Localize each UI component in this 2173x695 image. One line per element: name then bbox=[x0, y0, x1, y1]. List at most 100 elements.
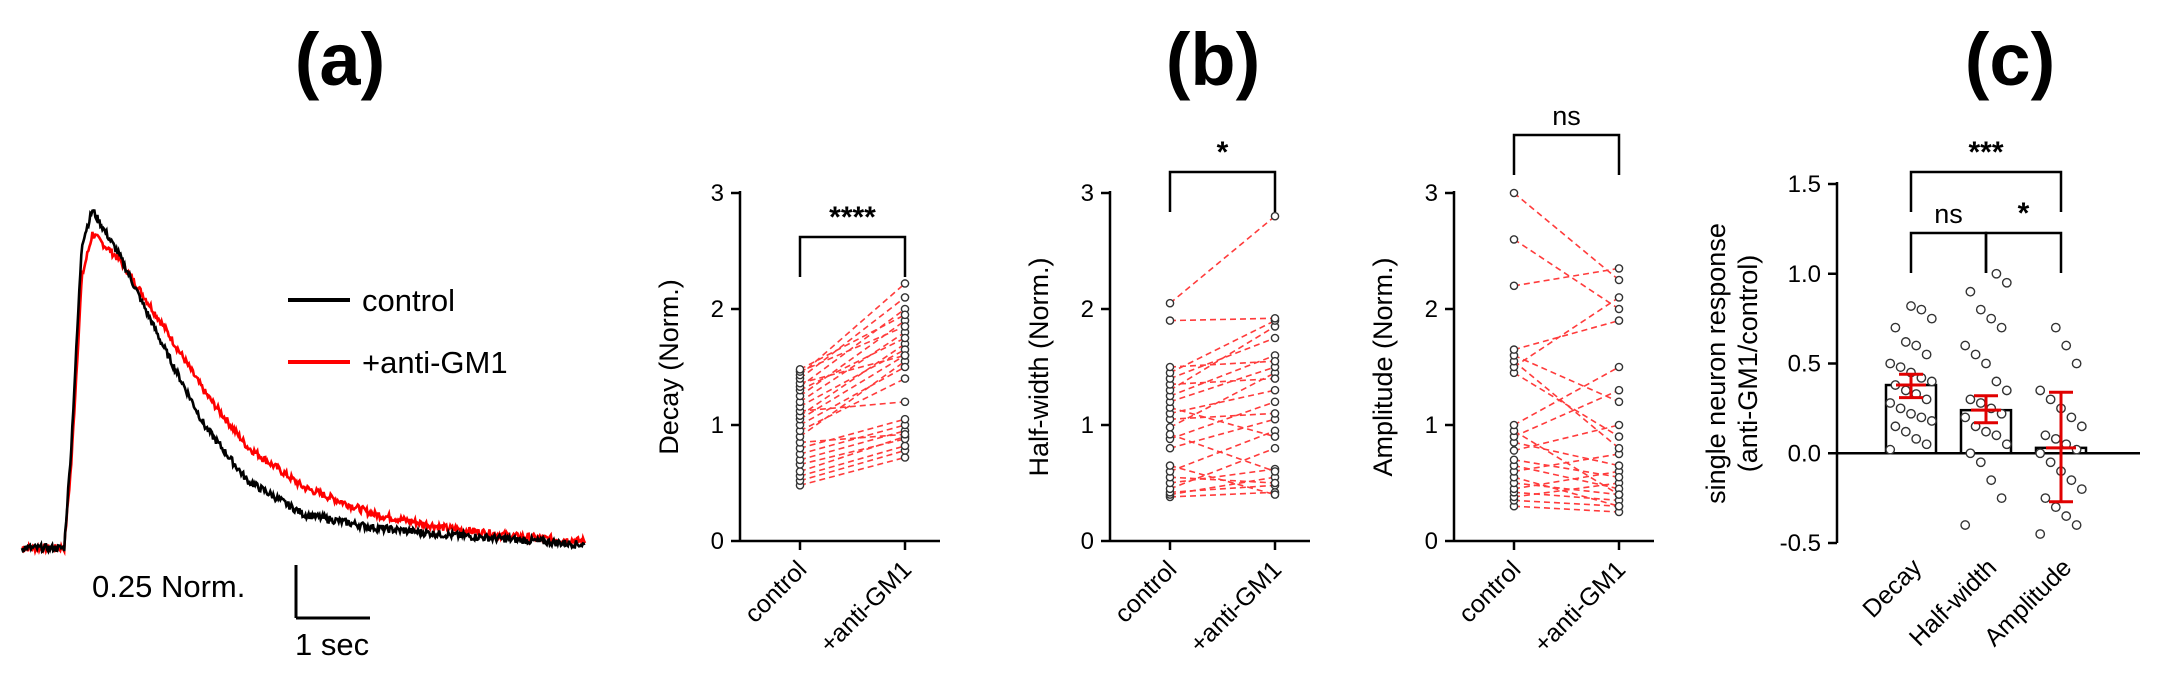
pair-line bbox=[1513, 430, 1620, 496]
data-point bbox=[1885, 444, 1896, 455]
pair-line bbox=[1169, 354, 1276, 397]
data-point-anti-gm1 bbox=[1614, 432, 1624, 441]
data-point-control bbox=[1509, 446, 1519, 455]
data-point bbox=[1926, 313, 1937, 324]
data-point bbox=[2035, 385, 2046, 396]
data-point bbox=[1921, 439, 1932, 450]
amplitude-plot: 0 1 2 3 control +anti-GM1 Amplitude (Norm.) ns bbox=[1368, 101, 1654, 658]
pair-line bbox=[799, 445, 906, 477]
pair-line bbox=[1169, 317, 1276, 322]
significance-bracket bbox=[798, 235, 907, 277]
data-point-anti-gm1 bbox=[1270, 356, 1280, 366]
comparison-label: ns bbox=[1934, 199, 1963, 229]
pair-line bbox=[1513, 366, 1620, 426]
x-category-label: control bbox=[1453, 555, 1526, 628]
pair-line bbox=[1513, 354, 1620, 403]
y-tick-label: 2 bbox=[1081, 296, 1094, 323]
pair-line bbox=[1169, 468, 1276, 484]
pair-line bbox=[1169, 476, 1276, 496]
data-point bbox=[1970, 349, 1981, 360]
data-point bbox=[1975, 398, 1986, 408]
pair-line bbox=[1513, 476, 1620, 507]
comparison-bracket bbox=[1909, 231, 1988, 273]
data-point bbox=[1975, 457, 1986, 468]
data-point-anti-gm1 bbox=[1270, 313, 1280, 323]
data-point-anti-gm1 bbox=[1614, 443, 1624, 453]
data-point-anti-gm1 bbox=[1270, 443, 1280, 453]
significance-bracket bbox=[1168, 170, 1277, 212]
y-axis-label: Amplitude (Norm.) bbox=[1368, 257, 1398, 476]
pair-line bbox=[1169, 491, 1276, 498]
data-point bbox=[1965, 286, 1976, 297]
panel-label-b: (b) bbox=[1166, 18, 1261, 101]
y-tick-label: 1.0 bbox=[1788, 261, 1821, 288]
data-point-anti-gm1 bbox=[1270, 385, 1280, 395]
data-point bbox=[1890, 421, 1901, 432]
legend-label-anti: +anti-GM1 bbox=[362, 345, 508, 380]
data-point bbox=[1911, 340, 1922, 351]
pair-line bbox=[1169, 401, 1276, 440]
data-point-control bbox=[795, 467, 805, 476]
data-point bbox=[1926, 376, 1937, 387]
pair-line bbox=[799, 308, 906, 388]
pair-line bbox=[799, 366, 906, 426]
data-point-anti-gm1 bbox=[1614, 275, 1624, 285]
significance-label: **** bbox=[829, 201, 876, 234]
pair-line bbox=[1513, 482, 1620, 496]
pair-line bbox=[1169, 360, 1276, 368]
data-point bbox=[1921, 394, 1932, 405]
pair-line bbox=[1513, 482, 1620, 498]
pair-line bbox=[1169, 337, 1276, 380]
data-point-control bbox=[1509, 455, 1519, 465]
data-point bbox=[2040, 493, 2051, 504]
pair-line bbox=[799, 424, 906, 455]
data-point bbox=[1981, 358, 1991, 369]
data-point bbox=[2001, 277, 2012, 288]
pair-line bbox=[1169, 447, 1276, 490]
data-point-anti-gm1 bbox=[1614, 472, 1624, 482]
comparison-bracket bbox=[1984, 231, 2063, 273]
trace-line-anti-gm1 bbox=[21, 231, 587, 557]
data-point bbox=[1895, 403, 1906, 414]
pair-line bbox=[1169, 464, 1276, 496]
pair-line bbox=[799, 433, 906, 444]
data-point-anti-gm1 bbox=[900, 397, 910, 407]
data-point-anti-gm1 bbox=[1614, 420, 1624, 430]
data-point bbox=[1906, 301, 1916, 311]
data-point bbox=[2001, 385, 2012, 396]
pair-line bbox=[1513, 267, 1620, 287]
data-point bbox=[1975, 304, 1986, 315]
significance-label: ns bbox=[1552, 101, 1581, 131]
data-point bbox=[2076, 484, 2087, 495]
pair-line bbox=[799, 325, 906, 373]
data-point-anti-gm1 bbox=[900, 429, 910, 439]
y-tick-label: 3 bbox=[1425, 180, 1438, 207]
data-point-anti-gm1 bbox=[1270, 374, 1280, 383]
data-point bbox=[2076, 421, 2087, 432]
data-point bbox=[2050, 502, 2061, 512]
pair-line bbox=[1169, 418, 1276, 449]
data-point bbox=[1916, 412, 1927, 423]
scale-bar-y-label: 0.25 Norm. bbox=[92, 569, 245, 604]
data-point-anti-gm1 bbox=[900, 310, 910, 320]
data-point-anti-gm1 bbox=[1270, 467, 1280, 476]
pair-line bbox=[1169, 366, 1276, 403]
y-tick-label: 0.0 bbox=[1788, 440, 1821, 467]
pair-line bbox=[799, 418, 906, 449]
data-point bbox=[2035, 448, 2046, 459]
pair-line bbox=[1169, 389, 1276, 415]
data-point bbox=[2045, 457, 2056, 468]
pair-line bbox=[799, 282, 906, 376]
data-point bbox=[2071, 358, 2082, 369]
data-point bbox=[2045, 394, 2056, 405]
data-point bbox=[1885, 358, 1896, 369]
pair-line bbox=[1169, 377, 1276, 386]
data-point-anti-gm1 bbox=[1614, 264, 1624, 273]
pair-line bbox=[1513, 389, 1620, 438]
data-point bbox=[1960, 340, 1971, 351]
data-point bbox=[2066, 475, 2077, 486]
data-point bbox=[2066, 412, 2077, 423]
data-point bbox=[1996, 493, 2007, 504]
y-tick-label: 0 bbox=[1081, 528, 1094, 555]
data-point bbox=[2071, 520, 2082, 530]
